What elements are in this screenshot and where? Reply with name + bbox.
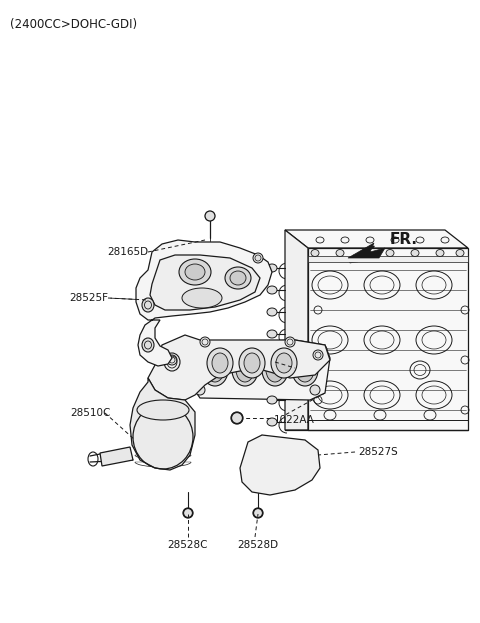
Ellipse shape — [285, 337, 295, 347]
Ellipse shape — [361, 249, 369, 257]
Ellipse shape — [386, 249, 394, 257]
Ellipse shape — [436, 249, 444, 257]
Ellipse shape — [231, 412, 243, 424]
Polygon shape — [348, 243, 385, 258]
Ellipse shape — [239, 348, 265, 378]
Ellipse shape — [456, 249, 464, 257]
Polygon shape — [308, 248, 468, 430]
Ellipse shape — [195, 385, 205, 395]
Ellipse shape — [296, 358, 314, 382]
Ellipse shape — [212, 353, 228, 373]
Ellipse shape — [311, 249, 319, 257]
Ellipse shape — [142, 338, 154, 352]
Polygon shape — [285, 230, 308, 430]
Ellipse shape — [225, 267, 251, 289]
Ellipse shape — [142, 298, 154, 312]
Ellipse shape — [183, 508, 193, 518]
Text: 28165D: 28165D — [107, 247, 148, 257]
Ellipse shape — [182, 288, 222, 308]
Ellipse shape — [336, 249, 344, 257]
Polygon shape — [148, 335, 330, 400]
Ellipse shape — [207, 348, 233, 378]
Text: FR.: FR. — [390, 232, 418, 247]
Ellipse shape — [137, 400, 189, 420]
Ellipse shape — [310, 385, 320, 395]
Ellipse shape — [236, 358, 254, 382]
Polygon shape — [193, 340, 330, 400]
Text: 28521A: 28521A — [278, 357, 318, 367]
Ellipse shape — [195, 350, 205, 360]
Ellipse shape — [244, 353, 260, 373]
Ellipse shape — [253, 253, 263, 263]
Ellipse shape — [267, 264, 277, 272]
Ellipse shape — [230, 271, 246, 285]
Polygon shape — [240, 435, 320, 495]
Text: 28525F: 28525F — [69, 293, 108, 303]
Polygon shape — [308, 256, 468, 262]
Ellipse shape — [267, 352, 277, 360]
Ellipse shape — [317, 345, 327, 355]
Ellipse shape — [262, 354, 288, 386]
Text: 28527S: 28527S — [358, 447, 398, 457]
Text: (2400CC>DOHC-GDI): (2400CC>DOHC-GDI) — [10, 18, 137, 31]
Polygon shape — [130, 378, 195, 470]
Ellipse shape — [206, 358, 224, 382]
Ellipse shape — [267, 286, 277, 294]
Ellipse shape — [267, 330, 277, 338]
Text: 28528C: 28528C — [168, 540, 208, 550]
Ellipse shape — [185, 264, 205, 280]
Ellipse shape — [267, 418, 277, 426]
Ellipse shape — [271, 348, 297, 378]
Ellipse shape — [276, 353, 292, 373]
Polygon shape — [150, 255, 260, 310]
Text: 28510C: 28510C — [70, 408, 110, 418]
Polygon shape — [136, 240, 272, 366]
Ellipse shape — [313, 350, 323, 360]
Ellipse shape — [267, 396, 277, 404]
Ellipse shape — [200, 337, 210, 347]
Ellipse shape — [267, 374, 277, 382]
Polygon shape — [100, 447, 133, 466]
Text: 28528D: 28528D — [238, 540, 278, 550]
Ellipse shape — [167, 355, 177, 365]
Ellipse shape — [292, 354, 318, 386]
Ellipse shape — [202, 354, 228, 386]
Ellipse shape — [179, 259, 211, 285]
Ellipse shape — [267, 308, 277, 316]
Ellipse shape — [232, 354, 258, 386]
Ellipse shape — [411, 249, 419, 257]
Ellipse shape — [205, 211, 215, 221]
Text: 1022AA: 1022AA — [274, 415, 315, 425]
Ellipse shape — [253, 508, 263, 518]
Polygon shape — [285, 230, 468, 248]
Ellipse shape — [266, 358, 284, 382]
